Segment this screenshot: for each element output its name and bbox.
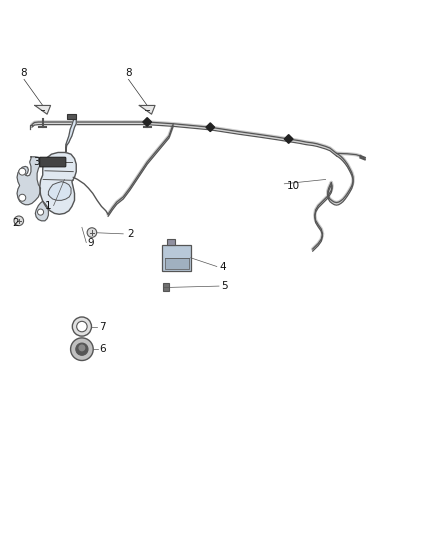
Text: 2: 2 (12, 218, 19, 228)
Polygon shape (206, 123, 215, 132)
Polygon shape (17, 157, 43, 205)
Polygon shape (143, 118, 152, 126)
Text: 1: 1 (45, 200, 52, 211)
Circle shape (71, 338, 93, 360)
Text: 8: 8 (125, 68, 132, 78)
Circle shape (19, 194, 26, 201)
Circle shape (87, 228, 97, 237)
Polygon shape (66, 118, 76, 152)
Bar (167, 239, 176, 245)
Text: 8: 8 (21, 68, 27, 78)
Bar (162, 245, 191, 271)
Circle shape (38, 209, 44, 215)
Circle shape (19, 168, 26, 175)
Bar (67, 114, 76, 118)
Circle shape (78, 344, 85, 351)
Circle shape (76, 343, 88, 356)
FancyBboxPatch shape (40, 157, 66, 167)
Circle shape (72, 317, 92, 336)
Text: 10: 10 (286, 181, 300, 191)
Polygon shape (284, 135, 293, 143)
Polygon shape (40, 152, 76, 214)
Polygon shape (35, 201, 48, 221)
Bar (165, 258, 188, 269)
Polygon shape (35, 106, 50, 114)
Circle shape (77, 321, 87, 332)
Bar (163, 284, 169, 292)
Text: 7: 7 (99, 321, 106, 332)
Text: 4: 4 (219, 262, 226, 271)
Text: 6: 6 (99, 344, 106, 354)
Polygon shape (48, 182, 71, 200)
Polygon shape (139, 106, 155, 114)
Text: 5: 5 (221, 281, 228, 291)
Circle shape (14, 216, 24, 225)
Text: 3: 3 (33, 157, 39, 167)
Text: 9: 9 (88, 238, 94, 247)
Text: 2: 2 (127, 229, 134, 239)
